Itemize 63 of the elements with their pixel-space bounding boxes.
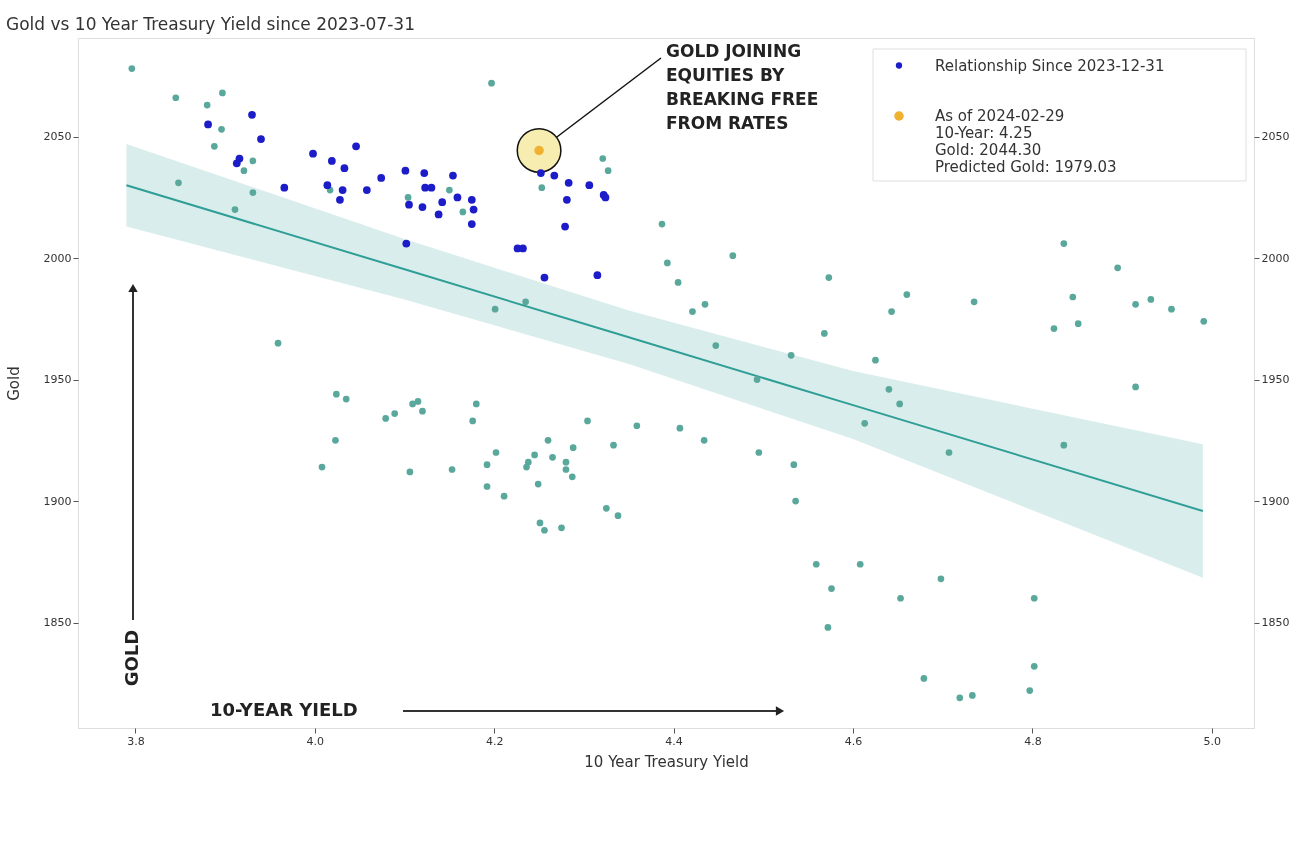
legend-label: Relationship Since 2023-12-31: [935, 56, 1165, 75]
point: [550, 171, 559, 180]
point: [232, 159, 241, 168]
point: [377, 174, 386, 182]
y2-tick-label: 2000: [1261, 251, 1290, 265]
point: [519, 244, 527, 253]
line-series: [125, 184, 1204, 513]
point: [418, 203, 427, 211]
y-tick-label: 2050: [43, 130, 72, 144]
point: [540, 273, 549, 282]
point: [323, 181, 332, 190]
point: [438, 198, 447, 207]
y-tick-label: 1900: [43, 494, 72, 508]
point: [585, 181, 594, 190]
point: [327, 157, 336, 165]
y-tick-label: 1950: [43, 373, 72, 387]
point: [561, 222, 569, 231]
point: [536, 169, 545, 177]
x-tick-label: 4.2: [485, 734, 504, 748]
y2-tick-label: 1950: [1261, 373, 1290, 387]
chart-title: Gold vs 10 Year Treasury Yield since 2023-07-31: [6, 14, 415, 34]
annotation: GOLD: [121, 629, 142, 687]
point: [405, 200, 413, 209]
point: [427, 183, 436, 192]
point: [467, 195, 476, 204]
point: [563, 195, 571, 204]
annotation: 10-YEAR YIELD: [210, 699, 358, 720]
point: [467, 220, 476, 228]
point: [340, 164, 349, 173]
point: [309, 149, 317, 158]
y-tick-label: 2000: [43, 251, 72, 265]
point: [434, 210, 443, 219]
x-tick-label: 4.0: [306, 734, 325, 748]
point: [362, 186, 371, 194]
y-axis-title: Gold: [4, 366, 23, 401]
point: [336, 195, 344, 204]
y2-tick-label: 2050: [1261, 130, 1290, 144]
point: [338, 186, 347, 194]
x-tick-label: 4.6: [844, 734, 863, 748]
point: [453, 193, 462, 202]
legend-label: As of 2024-02-29 10-Year: 4.25 Gold: 2044.30 Predicted Gold: 1979.03: [935, 107, 1117, 176]
point: [280, 183, 289, 192]
annotation: GOLD JOINING EQUITIES BY BREAKING FREE FROM RATES: [666, 41, 819, 133]
point: [401, 166, 410, 175]
x-tick-label: 4.4: [665, 734, 683, 748]
point: [402, 239, 411, 248]
point: [204, 120, 212, 129]
point: [421, 183, 430, 192]
x-tick-label: 3.8: [127, 734, 145, 748]
x-tick-label: 5.0: [1203, 734, 1222, 748]
x-tick-label: 4.8: [1024, 734, 1042, 748]
y-tick-label: 1850: [43, 616, 72, 630]
point: [564, 178, 573, 187]
point: [449, 171, 457, 180]
point: [420, 169, 429, 177]
point: [352, 142, 360, 151]
y2-tick-label: 1900: [1261, 494, 1290, 508]
y2-tick-label: 1850: [1261, 616, 1290, 630]
x-axis-title: 10 Year Treasury Yield: [584, 752, 749, 771]
point: [248, 110, 256, 119]
point: [257, 135, 265, 143]
point: [593, 271, 602, 279]
point: [469, 205, 478, 214]
